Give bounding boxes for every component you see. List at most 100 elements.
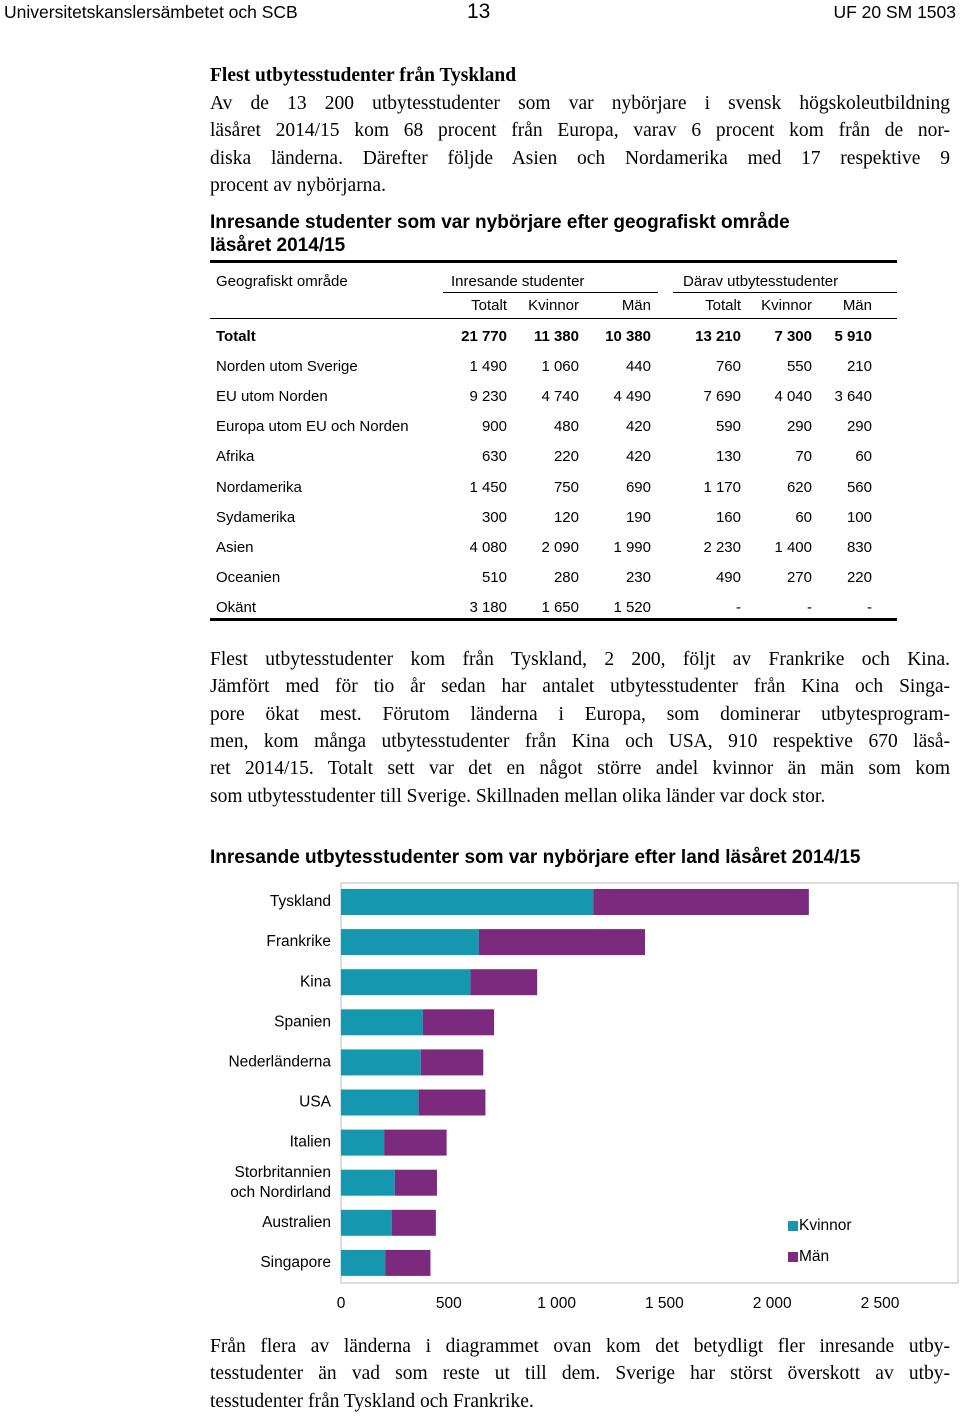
table-cell: 3 180 <box>469 598 507 616</box>
y-tick-label: Italien <box>290 1134 331 1151</box>
y-tick-label: Storbritannien <box>234 1164 331 1181</box>
table-cell: 760 <box>715 358 741 376</box>
table-cell: 290 <box>846 418 872 436</box>
table-cell: - <box>736 598 741 616</box>
table-cell: 220 <box>553 448 579 466</box>
table-cell: 190 <box>625 508 651 526</box>
table-cell: 60 <box>795 508 812 526</box>
table-cell: 4 740 <box>541 388 579 406</box>
table-cell: 750 <box>553 478 579 496</box>
table-cell: 7 690 <box>703 388 741 406</box>
bar-segment <box>593 889 809 915</box>
table-cell: Nordamerika <box>216 478 302 496</box>
y-tick-label: Kina <box>300 973 331 990</box>
bar-segment <box>478 929 645 956</box>
y-tick-label: Frankrike <box>266 933 331 950</box>
table-cell: Oceanien <box>216 568 281 586</box>
column-header: Kvinnor <box>761 297 812 314</box>
table-cell: 1 490 <box>469 358 507 376</box>
y-tick-label: och Nordirland <box>230 1184 331 1201</box>
y-tick-label: Australien <box>262 1214 331 1231</box>
column-header: Totalt <box>705 297 741 314</box>
rule <box>210 318 897 319</box>
column-header: Totalt <box>471 297 507 314</box>
bar-segment <box>391 1209 436 1236</box>
table-cell: 300 <box>481 508 507 526</box>
table-cell: 490 <box>715 568 741 586</box>
bar-segment <box>341 889 594 915</box>
bar-segment <box>385 1249 431 1276</box>
column-header: Kvinnor <box>528 297 579 314</box>
table-cell: 2 090 <box>541 538 579 556</box>
x-tick-label: 1 500 <box>645 1295 684 1312</box>
group-header: Därav utbytesstudenter <box>683 273 839 290</box>
table-cell: 70 <box>795 448 812 466</box>
table-cell: Asien <box>216 538 254 556</box>
table-cell: 13 210 <box>695 328 741 345</box>
table-cell: - <box>807 598 812 616</box>
table-cell: 2 230 <box>703 538 741 556</box>
table-cell: Okänt <box>216 598 257 616</box>
bar-segment <box>341 1049 421 1076</box>
y-tick-label: USA <box>299 1094 332 1111</box>
x-tick-label: 0 <box>337 1295 346 1312</box>
bar-segment <box>341 929 479 956</box>
legend-swatch <box>788 1221 798 1231</box>
paragraph-line: tesstudenter från Tyskland och Frankrike… <box>210 1390 534 1412</box>
table-cell: 11 380 <box>533 328 579 345</box>
table-cell: 5 910 <box>834 328 872 345</box>
table-cell: Afrika <box>216 448 255 466</box>
table-cell: EU utom Norden <box>216 388 328 406</box>
table-cell: 590 <box>715 418 741 436</box>
table-cell: 100 <box>846 508 872 526</box>
paragraph-line: men, kom många utbytesstudenter från Kin… <box>210 730 950 752</box>
table-cell: 420 <box>625 448 651 466</box>
rule <box>673 292 897 293</box>
table-cell: 440 <box>625 358 651 376</box>
table-cell: 21 770 <box>461 328 507 345</box>
paragraph-line: ret 2014/15. Totalt sett var det en någo… <box>210 758 950 780</box>
bar-segment <box>394 1169 437 1196</box>
paragraph-line: läsåret 2014/15 kom 68 procent från Euro… <box>210 120 950 142</box>
table-cell: 7 300 <box>774 328 812 345</box>
y-tick-label: Singapore <box>260 1254 331 1271</box>
table-title: läsåret 2014/15 <box>210 235 346 256</box>
table-cell: 280 <box>553 568 579 586</box>
x-tick-label: 2 500 <box>861 1295 900 1312</box>
bar-segment <box>341 1009 423 1036</box>
table-cell: 1 450 <box>469 478 507 496</box>
table-cell: 270 <box>786 568 812 586</box>
table-cell: 290 <box>786 418 812 436</box>
table-cell: 560 <box>846 478 872 496</box>
table-cell: 230 <box>625 568 651 586</box>
table-cell: Totalt <box>216 328 256 345</box>
bar-segment <box>422 1009 495 1036</box>
table-cell: 1 400 <box>774 538 812 556</box>
paragraph-line: Flest utbytesstudenter kom från Tyskland… <box>210 649 950 670</box>
bar-segment <box>341 1249 386 1276</box>
table-cell: 220 <box>846 568 872 586</box>
bar-segment <box>341 1129 385 1156</box>
table-cell: 510 <box>481 568 507 586</box>
bar-segment <box>341 969 471 996</box>
table-cell: 9 230 <box>469 388 507 406</box>
page-number: 13 <box>467 0 491 23</box>
table-cell: Sydamerika <box>216 508 296 526</box>
header-left: Universitetskanslersämbetet och SCB <box>4 2 298 22</box>
y-tick-label: Nederländerna <box>228 1053 331 1070</box>
x-tick-label: 2 000 <box>753 1295 792 1312</box>
table-cell: 1 520 <box>613 598 651 616</box>
paragraph-line: diska länderna. Därefter följde Asien oc… <box>210 147 950 169</box>
table-cell: 120 <box>553 508 579 526</box>
paragraph-line: tesstudenter än vad som reste ut till de… <box>210 1363 950 1385</box>
paragraph-line: som utbytesstudenter till Sverige. Skill… <box>210 785 826 807</box>
table-cell: 1 170 <box>703 478 741 496</box>
bar-segment <box>470 969 538 996</box>
table-cell: 550 <box>786 358 812 376</box>
table-cell: 630 <box>481 448 507 466</box>
table-cell: 210 <box>846 358 872 376</box>
table-cell: 690 <box>625 478 651 496</box>
chart-title: Inresande utbytesstudenter som var nybör… <box>210 847 861 868</box>
y-tick-label: Spanien <box>274 1013 331 1030</box>
